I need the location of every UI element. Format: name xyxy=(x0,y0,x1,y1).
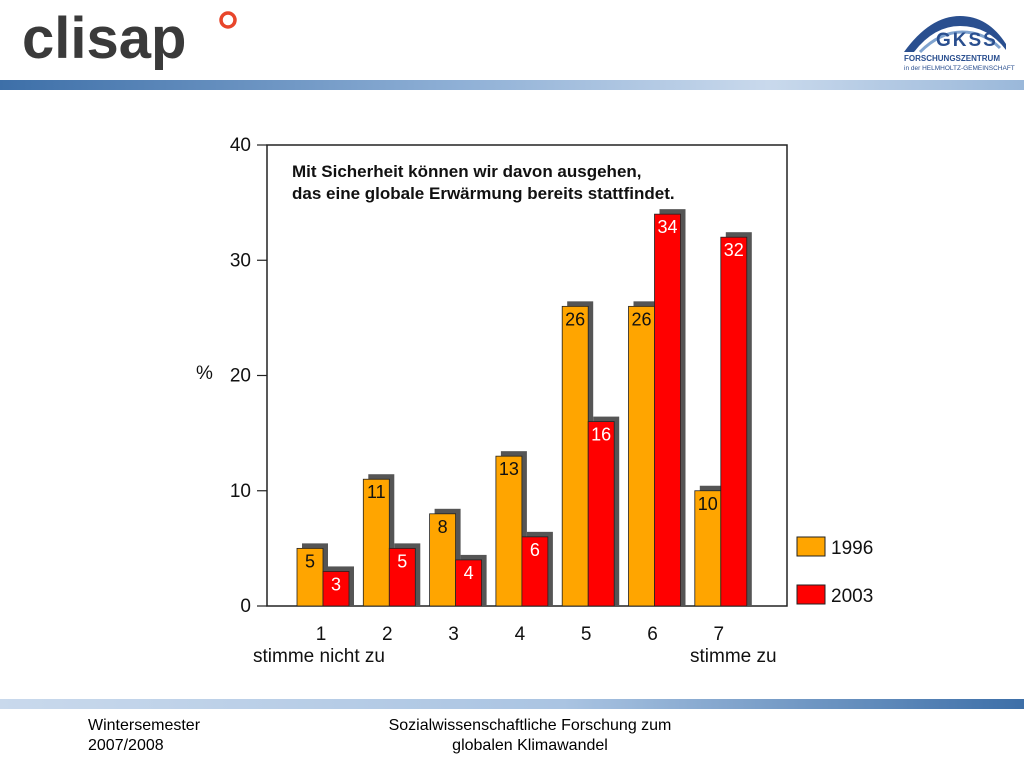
gkss-logo: GKSS FORSCHUNGSZENTRUM in der HELMHOLTZ-… xyxy=(900,14,1015,76)
y-tick-label: 30 xyxy=(230,250,251,271)
bar-1996-6 xyxy=(628,305,655,607)
x-sublabel-right: stimme zu xyxy=(690,646,777,667)
footer-band xyxy=(0,699,1024,709)
gkss-arc-icon xyxy=(904,16,1006,54)
bar-value-label: 4 xyxy=(464,563,474,583)
x-tick-label: 1 xyxy=(316,624,327,645)
bar-value-label: 26 xyxy=(631,309,651,329)
footer-semester-line2: 2007/2008 xyxy=(88,737,164,754)
x-tick-label: 6 xyxy=(647,624,658,645)
legend-swatch-2003 xyxy=(796,584,826,605)
legend-label-2003: 2003 xyxy=(831,586,873,607)
header-band xyxy=(0,80,1024,90)
legend-label-1996: 1996 xyxy=(831,538,873,559)
bar-2003-2 xyxy=(388,547,416,607)
clisap-logo: clisap xyxy=(22,6,237,70)
chart-title-line2: das eine globale Erwärmung bereits statt… xyxy=(292,184,675,203)
bar-value-label: 5 xyxy=(305,551,315,571)
gkss-name: GKSS xyxy=(936,30,998,51)
bar-value-label: 26 xyxy=(565,309,585,329)
x-tick-label: 7 xyxy=(714,624,725,645)
x-tick-label: 3 xyxy=(448,624,459,645)
clisap-logo-text: clisap xyxy=(22,6,186,70)
bar-chart: 0 10 20 30 40 Mit Sicherheit können wir davo… xyxy=(196,135,873,667)
footer-semester: Wintersemester 2007/2008 xyxy=(88,716,200,756)
bar-1996-5 xyxy=(561,305,589,607)
gkss-subtitle: FORSCHUNGSZENTRUM xyxy=(904,54,1000,63)
bar-value-label: 34 xyxy=(657,217,677,237)
bar-2003-5 xyxy=(587,421,615,607)
bar-value-label: 32 xyxy=(724,240,744,260)
bar-value-label: 11 xyxy=(367,482,386,502)
clisap-logo-ring xyxy=(219,11,237,29)
bar-1996-3 xyxy=(429,513,457,607)
bar-2003-6 xyxy=(654,213,681,607)
bar-value-label: 16 xyxy=(591,425,611,445)
legend-swatch-1996 xyxy=(796,536,826,557)
footer-course-line1: Sozialwissenschaftliche Forschung zum xyxy=(388,717,672,734)
bar-value-label: 13 xyxy=(499,459,519,479)
x-tick-label: 2 xyxy=(382,624,393,645)
bar-2003-3 xyxy=(455,559,483,607)
y-tick-label: 20 xyxy=(230,366,251,387)
bar-2003-1 xyxy=(322,571,350,607)
x-tick-label: 4 xyxy=(515,624,526,645)
x-tick-label: 5 xyxy=(581,624,592,645)
footer-semester-line1: Wintersemester xyxy=(88,717,201,734)
y-tick-label: 0 xyxy=(240,596,251,617)
gkss-subtitle-2: in der HELMHOLTZ-GEMEINSCHAFT xyxy=(904,65,1015,72)
bar-2003-7 xyxy=(720,236,748,607)
bar-value-label: 8 xyxy=(438,517,448,537)
footer-course-line2: globalen Klimawandel xyxy=(452,737,608,754)
bar-value-label: 6 xyxy=(530,540,540,560)
y-tick-label: 10 xyxy=(230,481,251,502)
bar-2003-4 xyxy=(521,536,549,607)
bar-value-label: 10 xyxy=(698,494,718,514)
bar-value-label: 5 xyxy=(397,551,407,571)
bar-value-label: 3 xyxy=(331,574,341,594)
bar-1996-4 xyxy=(495,455,523,607)
y-axis-label: % xyxy=(196,363,213,384)
bar-1996-2 xyxy=(362,478,390,607)
chart-title-line1: Mit Sicherheit können wir davon ausgehen… xyxy=(292,162,642,181)
legend: 1996 2003 xyxy=(796,536,873,607)
footer-course-title: Sozialwissenschaftliche Forschung zum gl… xyxy=(360,716,700,756)
bar-1996-1 xyxy=(296,547,324,607)
x-sublabel-left: stimme nicht zu xyxy=(253,646,385,667)
bar-1996-7 xyxy=(694,490,722,607)
y-tick-label: 40 xyxy=(230,135,251,156)
